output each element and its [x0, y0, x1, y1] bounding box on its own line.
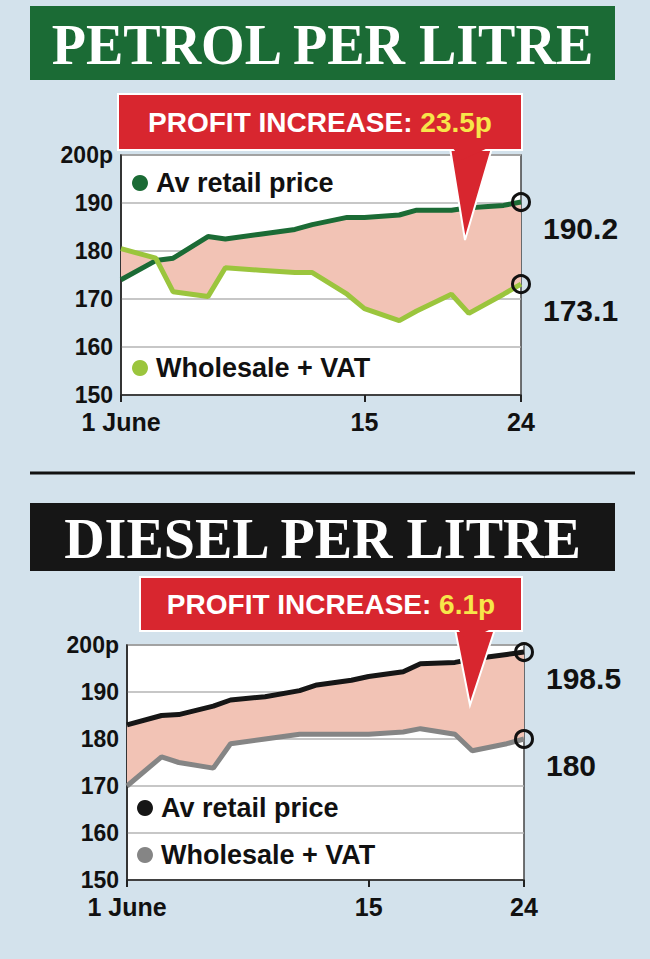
svg-text:200p: 200p	[67, 632, 119, 658]
svg-text:Wholesale + VAT: Wholesale + VAT	[161, 840, 376, 870]
svg-text:198.5: 198.5	[546, 662, 621, 695]
svg-text:173.1: 173.1	[543, 294, 618, 327]
svg-text:150: 150	[81, 867, 119, 893]
svg-text:160: 160	[75, 334, 113, 360]
svg-text:Av retail price: Av retail price	[156, 168, 334, 198]
svg-text:15: 15	[355, 893, 383, 921]
svg-text:PETROL PER LITRE: PETROL PER LITRE	[52, 14, 593, 76]
svg-text:DIESEL PER LITRE: DIESEL PER LITRE	[64, 508, 581, 570]
svg-text:150: 150	[75, 382, 113, 408]
svg-text:180: 180	[546, 749, 596, 782]
svg-text:190: 190	[81, 679, 119, 705]
svg-text:170: 170	[81, 773, 119, 799]
svg-text:PROFIT INCREASE:: PROFIT INCREASE:	[167, 589, 439, 620]
svg-text:190.2: 190.2	[543, 212, 618, 245]
svg-text:180: 180	[75, 238, 113, 264]
svg-text:6.1p: 6.1p	[439, 589, 495, 620]
svg-text:200p: 200p	[61, 142, 113, 168]
svg-text:170: 170	[75, 286, 113, 312]
svg-text:1 June: 1 June	[81, 408, 160, 436]
svg-text:15: 15	[351, 408, 379, 436]
svg-text:Wholesale + VAT: Wholesale + VAT	[156, 353, 371, 383]
svg-text:180: 180	[81, 726, 119, 752]
svg-text:Av retail price: Av retail price	[161, 793, 339, 823]
svg-text:24: 24	[507, 408, 535, 436]
svg-text:24: 24	[510, 893, 538, 921]
svg-text:1 June: 1 June	[87, 893, 166, 921]
svg-text:160: 160	[81, 820, 119, 846]
svg-text:23.5p: 23.5p	[420, 107, 492, 138]
svg-text:190: 190	[75, 190, 113, 216]
svg-text:PROFIT INCREASE:: PROFIT INCREASE:	[148, 107, 420, 138]
